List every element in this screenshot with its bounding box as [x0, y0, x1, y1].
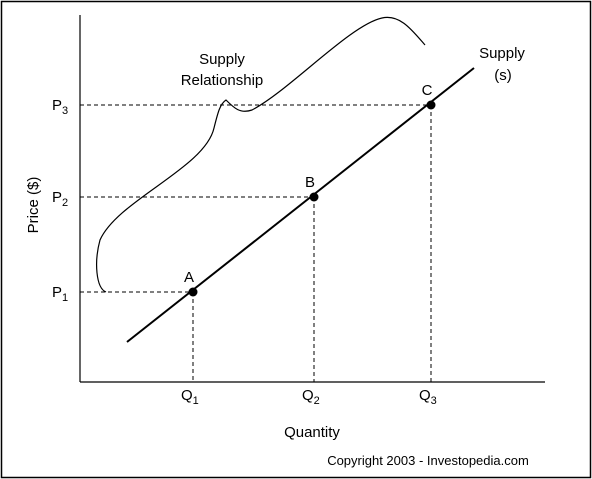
brace [96, 16, 426, 293]
quantity-sub: 3 [431, 395, 437, 407]
price-label: P2 [52, 189, 68, 209]
price-main: P [52, 97, 62, 114]
curve-label: Supply [479, 45, 525, 62]
price-main: P [52, 284, 62, 301]
price-main: P [52, 189, 62, 206]
x-axis-label: Quantity [284, 424, 340, 441]
curve-label: (s) [494, 67, 512, 84]
supply-line [126, 67, 475, 343]
price-sub: 3 [62, 105, 68, 117]
point [188, 287, 198, 297]
price-sub: 1 [62, 292, 68, 304]
quantity-sub: 2 [314, 395, 320, 407]
y-axis-label: Price ($) [25, 177, 42, 234]
price-label: P1 [52, 284, 68, 304]
brace-label: Supply [199, 51, 245, 68]
quantity-main: Q [302, 387, 314, 404]
point [309, 192, 319, 202]
point [426, 100, 436, 110]
quantity-main: Q [181, 387, 193, 404]
quantity-sub: 1 [193, 395, 199, 407]
quantity-label: Q1 [181, 387, 199, 407]
quantity-label: Q3 [419, 387, 437, 407]
quantity-label: Q2 [302, 387, 320, 407]
point-label: C [422, 82, 433, 99]
price-sub: 2 [62, 197, 68, 209]
point-label: A [184, 269, 194, 286]
quantity-main: Q [419, 387, 431, 404]
price-label: P3 [52, 97, 68, 117]
point-label: B [305, 174, 315, 191]
brace-label: Relationship [181, 72, 264, 89]
copyright: Copyright 2003 - Investopedia.com [327, 453, 529, 468]
